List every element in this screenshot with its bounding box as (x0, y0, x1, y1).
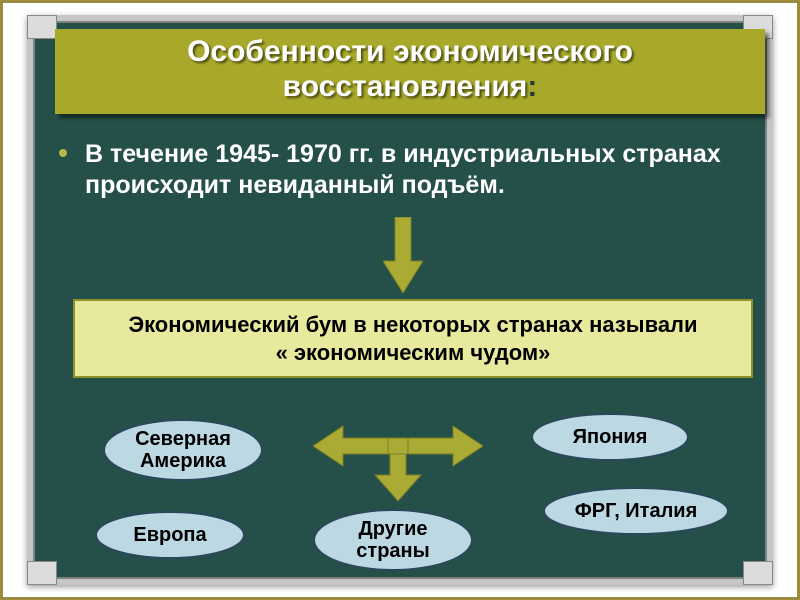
oval-frg-italy: ФРГ, Италия (543, 487, 729, 535)
oval-north-america-label: Северная Америка (113, 428, 253, 472)
arrow-four-icon (313, 401, 483, 501)
midbox-line2: « экономическим чудом» (93, 339, 733, 367)
midbox-line1: Экономический бум в некоторых странах на… (93, 311, 733, 339)
midbox: Экономический бум в некоторых странах на… (73, 299, 753, 378)
bracket-tl (27, 15, 57, 39)
title-colon: : (527, 70, 537, 103)
bracket-br (743, 561, 773, 585)
oval-frg-italy-label: ФРГ, Италия (575, 500, 698, 522)
oval-japan: Япония (531, 413, 689, 461)
title-line2: восстановления: (65, 70, 755, 105)
oval-europe-label: Европа (133, 524, 206, 546)
oval-europe: Европа (95, 511, 245, 559)
body-text: В течение 1945- 1970 гг. в индустриальны… (55, 139, 755, 202)
slide-frame: Особенности экономического восстановлени… (0, 0, 800, 600)
title-line2-text: восстановления (283, 70, 528, 103)
bracket-bl (27, 561, 57, 585)
title-box: Особенности экономического восстановлени… (55, 29, 765, 114)
title-line1: Особенности экономического (65, 35, 755, 70)
oval-north-america: Северная Америка (103, 419, 263, 481)
oval-other-label: Другие страны (323, 518, 463, 562)
chalkboard: Особенности экономического восстановлени… (27, 15, 773, 585)
bullet-icon (59, 149, 67, 157)
body-text-content: В течение 1945- 1970 гг. в индустриальны… (55, 139, 755, 202)
arrow-down-icon (383, 217, 423, 293)
oval-japan-label: Япония (573, 426, 648, 448)
oval-other: Другие страны (313, 509, 473, 571)
